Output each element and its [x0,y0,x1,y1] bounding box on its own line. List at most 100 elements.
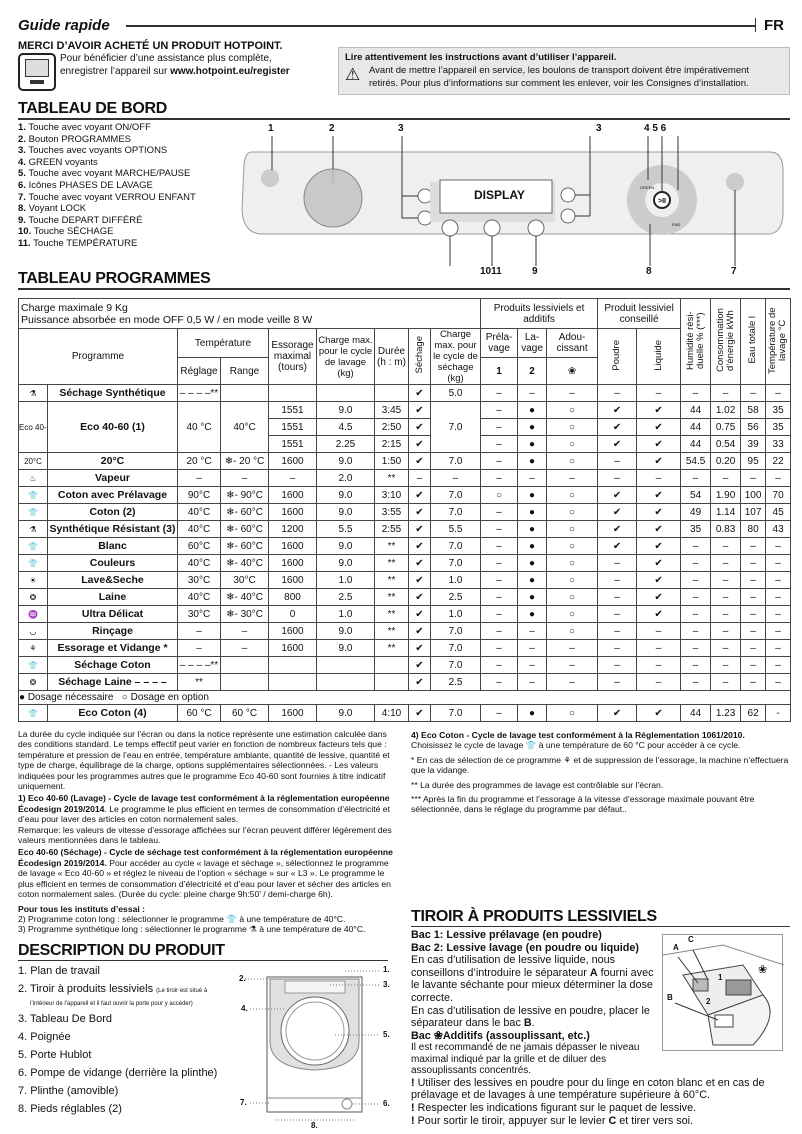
energy-hum: – [680,469,712,487]
detergent-pou: ✔ [597,520,638,538]
program-row: ❂ Laine 40°C ❄- 40°C 800 2.5 ** ✔ 2.5– ● ○ – ✔ – – – – [18,588,792,606]
header-spin: Essorage maximal (tours) [268,328,317,385]
register-link[interactable]: www.hotpoint.eu/register [170,66,290,77]
detergent-liq: ✔ [636,605,682,623]
program-name: Couleurs [47,554,178,572]
callout-4-5-6: 4 5 6 [644,123,667,134]
callout-8: 8. [311,1121,318,1130]
detergent-lav: ● [517,571,548,589]
header-humidity: Humidité rési-duelle % (***) [680,298,712,385]
dashboard-item: 2. Bouton PROGRAMMES [18,133,131,145]
drying-check: ✔ [408,571,431,589]
drying-check: ✔ [408,656,431,674]
spin: 1551 [268,435,317,453]
program-name: Coton avec Prélavage [47,486,178,504]
label-b: B [667,993,673,1002]
spin: 1600 [268,503,317,521]
energy-hum: – [680,571,712,589]
label-1: 1 [718,973,723,982]
power-info: Puissance absorbée en mode OFF 0,5 W / e… [21,313,313,326]
program-name: Séchage Laine – – – – [47,673,178,691]
duration [374,673,409,691]
energy-temp: 22 [765,452,792,470]
part-note: l’intérieur de l’appareil et il faut ouv… [30,1001,193,1007]
detergent-lav: – [517,384,548,402]
drying-check: ✔ [408,554,431,572]
program-row: 👕 Blanc 60°C ❄- 60°C 1600 9.0 ** ✔ 7.0– ● ○ ✔ ✔ – – – – [18,537,792,555]
callout-7: 7. [240,1098,247,1107]
wash-load: 9.0 [316,704,375,722]
detergent-adou: – [546,639,599,657]
energy-eau: 95 [740,452,767,470]
temp-range: – [220,469,269,487]
dashboard-item: 4. GREEN voyants [18,156,98,168]
program-name: 20°C [47,452,178,470]
detergent-lav: ● [517,486,548,504]
dry-load: 7.0 [429,486,482,504]
note-star-3: *** Après la fin du programme et l’essor… [411,794,755,815]
energy-cons: 0.75 [710,418,742,436]
detergent-pre: – [480,704,519,722]
wash-load: 9.0 [316,622,375,640]
program-row: ⚗ Séchage Synthétique – – – –** ✔ 5.0– – – – – – –… [18,384,792,402]
thanks-line1: Pour bénéficier d’une assistance plus co… [60,53,272,64]
detergent-pre: – [480,469,519,487]
program-name: Lave&Seche [47,571,178,589]
language-label: FR [764,17,784,34]
spin [268,673,317,691]
header-water: Eau totale l [740,298,767,385]
detergent-pou: ✔ [597,435,638,453]
20c-icon: 20°C [18,452,48,470]
duration [374,656,409,674]
warning-title: Lire attentivement les instructions avan… [345,52,617,63]
temp-range: 30°C [220,571,269,589]
wash-load: 4.5 [316,418,375,436]
section-title-programs: TABLEAU PROGRAMMES [18,270,211,287]
temp-setting: 20 °C [177,452,221,470]
duration: 2:55 [374,520,409,538]
program-name: Eco Coton (4) [47,704,178,722]
header-compartment-2: 2 [517,357,548,385]
detergent-liq: ✔ [636,704,682,722]
spin: 0 [268,605,317,623]
wash-load: 1.0 [316,605,375,623]
duration: ** [374,622,409,640]
energy-eau: – [740,622,767,640]
callout-7: 7 [731,266,737,277]
dry-load: 7.0 [429,537,482,555]
energy-cons: 1.14 [710,503,742,521]
detergent-pou: ✔ [597,486,638,504]
duration: 4:10 [374,704,409,722]
duration: ** [374,571,409,589]
energy-hum: – [680,605,712,623]
detergent-adou: – [546,384,599,402]
bac-1: Bac 1: Lessive prélavage (en poudre) [411,929,602,941]
callout-3: 3 [398,123,404,134]
control-panel-drawing: >II [241,136,784,266]
temp-range: 40°C [220,401,269,453]
header-setting: Réglage [177,357,221,385]
detergent-adou: ○ [546,537,599,555]
energy-cons: 0.83 [710,520,742,538]
callout-5: 5. [383,1030,390,1039]
energy-cons: 1.02 [710,401,742,419]
rinse-icon: ◡ [18,622,48,640]
energy-hum: 49 [680,503,712,521]
spin [268,656,317,674]
warning-2: ! Respecter les indications figurant sur… [411,1102,697,1115]
spin: 1600 [268,452,317,470]
warning-triangle-icon: ⚠ [345,65,361,84]
option-button [417,188,433,204]
energy-temp: – [765,469,792,487]
drying-cotton-icon: 👕 [18,656,48,674]
detergent-adou: ○ [546,452,599,470]
energy-temp: – [765,656,792,674]
program-row: ♨ Vapeur – – –2.0 ** – – – – – – – – – – – [18,469,792,487]
energy-temp: – [765,537,792,555]
detergent-pou: – [597,384,638,402]
energy-cons: – [710,384,742,402]
detergent-lav: ● [517,520,548,538]
max-load: Charge maximale 9 Kg [21,301,128,314]
duration: 3:45 [374,401,409,419]
temp-setting: ** [177,673,221,691]
